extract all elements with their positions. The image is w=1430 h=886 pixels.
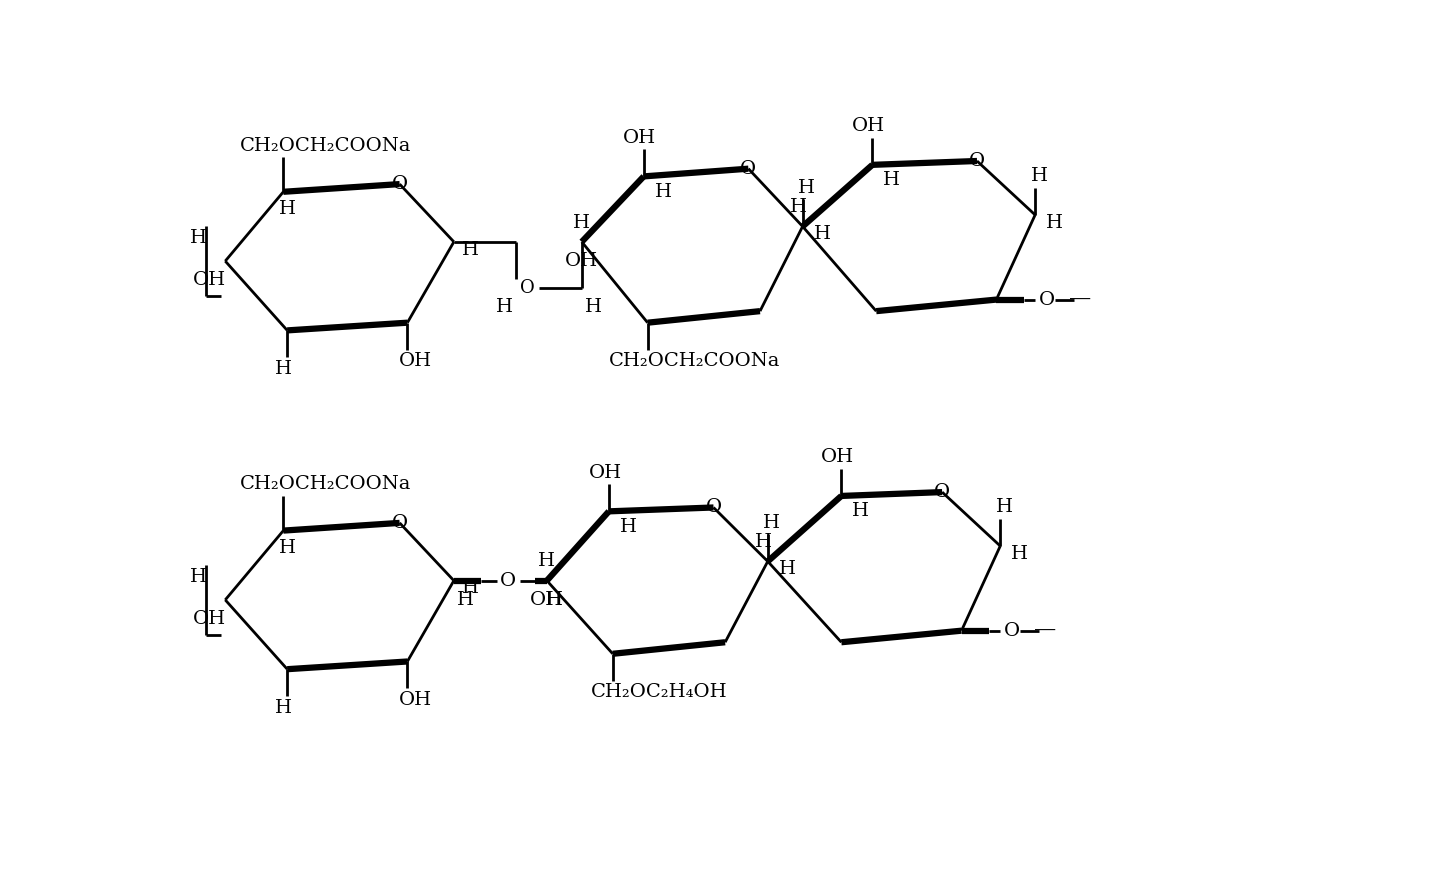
Text: OH: OH xyxy=(565,253,598,270)
Text: H: H xyxy=(655,183,672,201)
Text: OH: OH xyxy=(852,117,885,136)
Text: H: H xyxy=(778,560,795,578)
Text: OH: OH xyxy=(588,464,622,482)
Text: OH: OH xyxy=(623,128,656,147)
Text: H: H xyxy=(190,568,206,586)
Text: O: O xyxy=(500,571,516,590)
Text: H: H xyxy=(764,514,781,532)
Text: H: H xyxy=(814,225,831,243)
Text: CH₂OC₂H₄OH: CH₂OC₂H₄OH xyxy=(591,683,728,702)
Text: O: O xyxy=(392,175,408,193)
Text: O: O xyxy=(741,159,756,178)
Text: H: H xyxy=(458,591,473,609)
Text: H: H xyxy=(496,299,513,316)
Text: H: H xyxy=(462,579,479,597)
Text: H: H xyxy=(538,552,555,571)
Text: OH: OH xyxy=(193,610,226,628)
Text: O: O xyxy=(521,279,535,297)
Text: H: H xyxy=(852,502,869,520)
Text: H: H xyxy=(279,539,296,556)
Text: H: H xyxy=(1045,214,1062,231)
Text: OH: OH xyxy=(531,591,563,609)
Text: H: H xyxy=(884,171,901,190)
Text: —: — xyxy=(1070,289,1091,311)
Text: O: O xyxy=(970,152,985,170)
Text: H: H xyxy=(1011,545,1028,563)
Text: H: H xyxy=(275,360,292,378)
Text: OH: OH xyxy=(821,448,854,466)
Text: H: H xyxy=(619,517,636,536)
Text: H: H xyxy=(1031,167,1048,185)
Text: H: H xyxy=(755,533,772,551)
Text: OH: OH xyxy=(399,353,432,370)
Text: H: H xyxy=(546,591,563,609)
Text: CH₂OCH₂COONa: CH₂OCH₂COONa xyxy=(240,136,412,154)
Text: H: H xyxy=(462,240,479,259)
Text: H: H xyxy=(995,499,1012,517)
Text: OH: OH xyxy=(193,271,226,290)
Text: H: H xyxy=(279,199,296,218)
Text: O: O xyxy=(934,483,950,501)
Text: H: H xyxy=(275,699,292,717)
Text: —: — xyxy=(1034,619,1057,641)
Text: O: O xyxy=(392,514,408,532)
Text: H: H xyxy=(573,214,591,231)
Text: CH₂OCH₂COONa: CH₂OCH₂COONa xyxy=(240,476,412,494)
Text: H: H xyxy=(791,198,808,216)
Text: O: O xyxy=(1038,291,1055,308)
Text: OH: OH xyxy=(399,691,432,709)
Text: O: O xyxy=(705,499,722,517)
Text: O: O xyxy=(1004,622,1020,640)
Text: H: H xyxy=(190,229,206,247)
Text: H: H xyxy=(585,299,602,316)
Text: H: H xyxy=(798,179,815,197)
Text: CH₂OCH₂COONa: CH₂OCH₂COONa xyxy=(608,353,779,370)
